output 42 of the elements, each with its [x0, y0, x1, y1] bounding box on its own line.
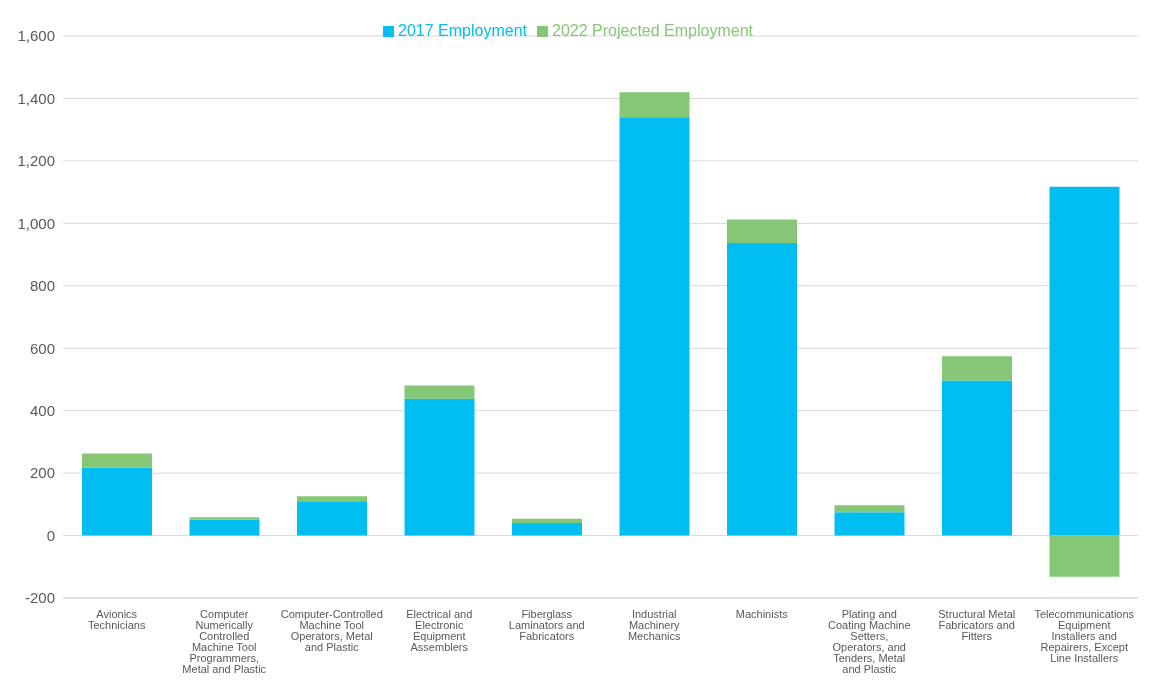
bar: [512, 523, 582, 536]
x-tick-label: Telecommunications Equipment Installers and Repairers, Except Line Installers: [1034, 607, 1135, 664]
legend-label: 2017 Employment: [398, 22, 527, 39]
y-tick-label: 1,400: [17, 89, 55, 107]
legend-label: 2022 Projected Employment: [551, 22, 753, 39]
bar: [297, 501, 367, 536]
bar: [942, 380, 1012, 536]
bar: [189, 517, 260, 520]
y-tick-label: 0: [46, 526, 55, 544]
x-tick-label: Fiberglass Laminators and Fabricators: [508, 607, 585, 642]
y-tick-label: 600: [29, 339, 55, 357]
bar: [297, 496, 367, 502]
x-tick-label: Computer Numerically Controlled Machine Tool Programmers, Metal and Plastic: [182, 607, 267, 675]
x-tick-label: Plating and Coating Machine Setters, Operators, and Tenders, Metal and Plastic: [827, 607, 911, 675]
y-tick-label: 800: [29, 277, 55, 295]
bar: [942, 356, 1012, 381]
y-tick-label: 1,000: [17, 214, 55, 232]
bar: [404, 385, 475, 399]
x-tick-label: Computer-Controlled Machine Tool Operators, Metal and Plastic: [280, 607, 383, 653]
x-tick-label: Avionics Technicians: [88, 607, 146, 631]
bar: [512, 518, 582, 524]
bar: [82, 453, 152, 468]
bar: [834, 505, 905, 513]
bar: [727, 219, 797, 243]
y-tick-label: 1,200: [17, 152, 55, 170]
x-tick-label: Industrial Machinery Mechanics: [627, 607, 682, 642]
bar: [727, 243, 797, 536]
bar: [619, 117, 690, 536]
x-tick-label: Machinists: [735, 607, 789, 620]
y-tick-label: 400: [29, 401, 55, 419]
y-tick-label: 1,600: [17, 27, 55, 45]
bar: [189, 519, 260, 536]
bar: [619, 92, 690, 118]
bar: [404, 398, 475, 536]
bar: [82, 467, 152, 536]
bar: [834, 512, 905, 536]
x-tick-label: Structural Metal Fabricators and Fitters: [938, 607, 1016, 642]
bar: [1049, 186, 1120, 536]
x-tick-label: Electrical and Electronic Equipment Assemblers: [406, 607, 473, 653]
y-tick-label: -200: [24, 589, 55, 607]
y-tick-label: 200: [29, 464, 55, 482]
bar: [1049, 535, 1120, 577]
